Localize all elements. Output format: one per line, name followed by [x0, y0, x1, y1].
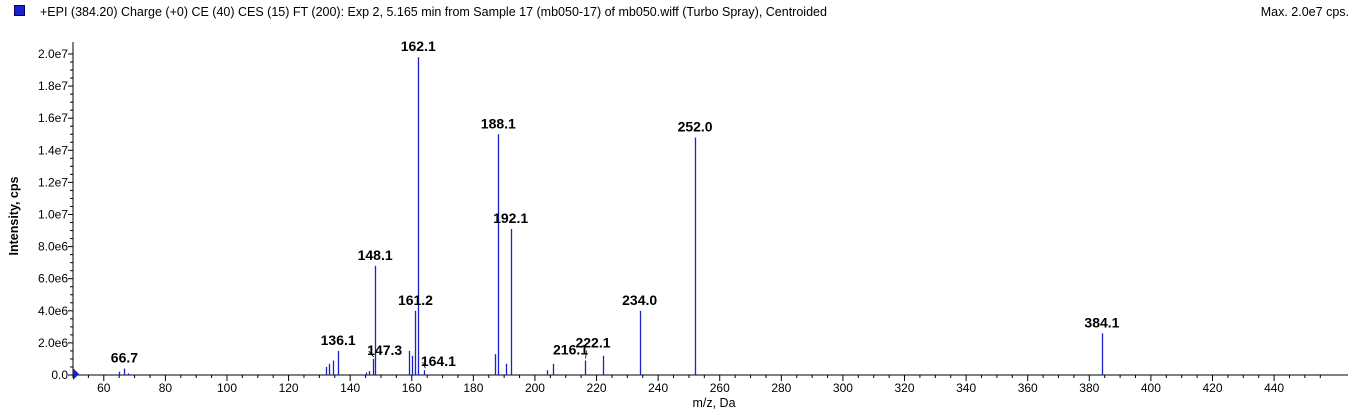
- x-tick-label: 180: [463, 381, 483, 395]
- peak-label: 188.1: [481, 115, 516, 131]
- y-tick-label: 8.0e6: [38, 240, 68, 254]
- spectrum-header: +EPI (384.20) Charge (+0) CE (40) CES (1…: [0, 0, 1362, 24]
- y-tick-label: 1.4e7: [38, 143, 68, 157]
- y-tick-label: 4.0e6: [38, 304, 68, 318]
- series-legend-swatch[interactable]: [14, 5, 25, 16]
- peak-label: 222.1: [575, 335, 610, 351]
- chart-peaks: [118, 57, 1104, 375]
- y-tick-label: 1.6e7: [38, 111, 68, 125]
- x-tick-label: 80: [159, 381, 173, 395]
- y-tick-label: 2.0e6: [38, 336, 68, 350]
- x-tick-label: 60: [97, 381, 111, 395]
- spectrum-title: +EPI (384.20) Charge (+0) CE (40) CES (1…: [40, 5, 827, 19]
- peak-label: 192.1: [493, 210, 528, 226]
- chart-axes: [72, 42, 1348, 380]
- x-tick-label: 140: [340, 381, 360, 395]
- x-tick-label: 280: [771, 381, 791, 395]
- x-tick-label: 440: [1264, 381, 1284, 395]
- peak-label: 234.0: [622, 292, 657, 308]
- x-tick-label: 360: [1018, 381, 1038, 395]
- y-tick-label: 6.0e6: [38, 272, 68, 286]
- peak-label: 161.2: [398, 292, 433, 308]
- max-intensity-label: Max. 2.0e7 cps.: [1260, 5, 1349, 19]
- peak-label: 384.1: [1084, 314, 1119, 330]
- peak-label: 148.1: [358, 247, 393, 263]
- x-tick-label: 340: [956, 381, 976, 395]
- x-tick-label: 120: [279, 381, 299, 395]
- x-tick-label: 240: [648, 381, 668, 395]
- x-axis-label: m/z, Da: [692, 396, 736, 410]
- x-tick-label: 300: [833, 381, 853, 395]
- peak-label: 162.1: [401, 38, 436, 54]
- x-tick-label: 320: [895, 381, 915, 395]
- x-tick-label: 420: [1202, 381, 1222, 395]
- chart-ticks: 0.0 2.0e6 4.0e6 6.0e6 8.0e6 1.0e7 1.2e7 1.4e7 1.…: [38, 47, 1321, 395]
- y-tick-label: 2.0e7: [38, 47, 68, 61]
- x-tick-label: 260: [710, 381, 730, 395]
- x-tick-label: 100: [217, 381, 237, 395]
- x-tick-label: 380: [1079, 381, 1099, 395]
- peak-label: 252.0: [678, 118, 713, 134]
- y-tick-label: 1.0e7: [38, 208, 68, 222]
- peak-label-leader: [585, 350, 587, 359]
- peak-label: 164.1: [421, 353, 456, 369]
- y-tick-label: 1.8e7: [38, 79, 68, 93]
- peak-label: 136.1: [321, 332, 356, 348]
- peak-label: 66.7: [111, 350, 138, 366]
- x-tick-label: 220: [587, 381, 607, 395]
- y-tick-label: 0.0: [51, 368, 68, 382]
- origin-marker: [73, 368, 79, 380]
- x-tick-label: 200: [525, 381, 545, 395]
- chart-peak-labels: 66.7 136.1 147.3 148.1 161.2 162.1 164.1 188.1 1…: [111, 38, 1120, 369]
- peak-label-leader: [422, 362, 426, 369]
- x-tick-label: 160: [402, 381, 422, 395]
- x-tick-label: 400: [1141, 381, 1161, 395]
- peak-label: 147.3: [367, 342, 402, 358]
- y-tick-label: 1.2e7: [38, 175, 68, 189]
- peak-label: 216.1: [553, 342, 588, 358]
- peak-label-leader: [368, 350, 374, 358]
